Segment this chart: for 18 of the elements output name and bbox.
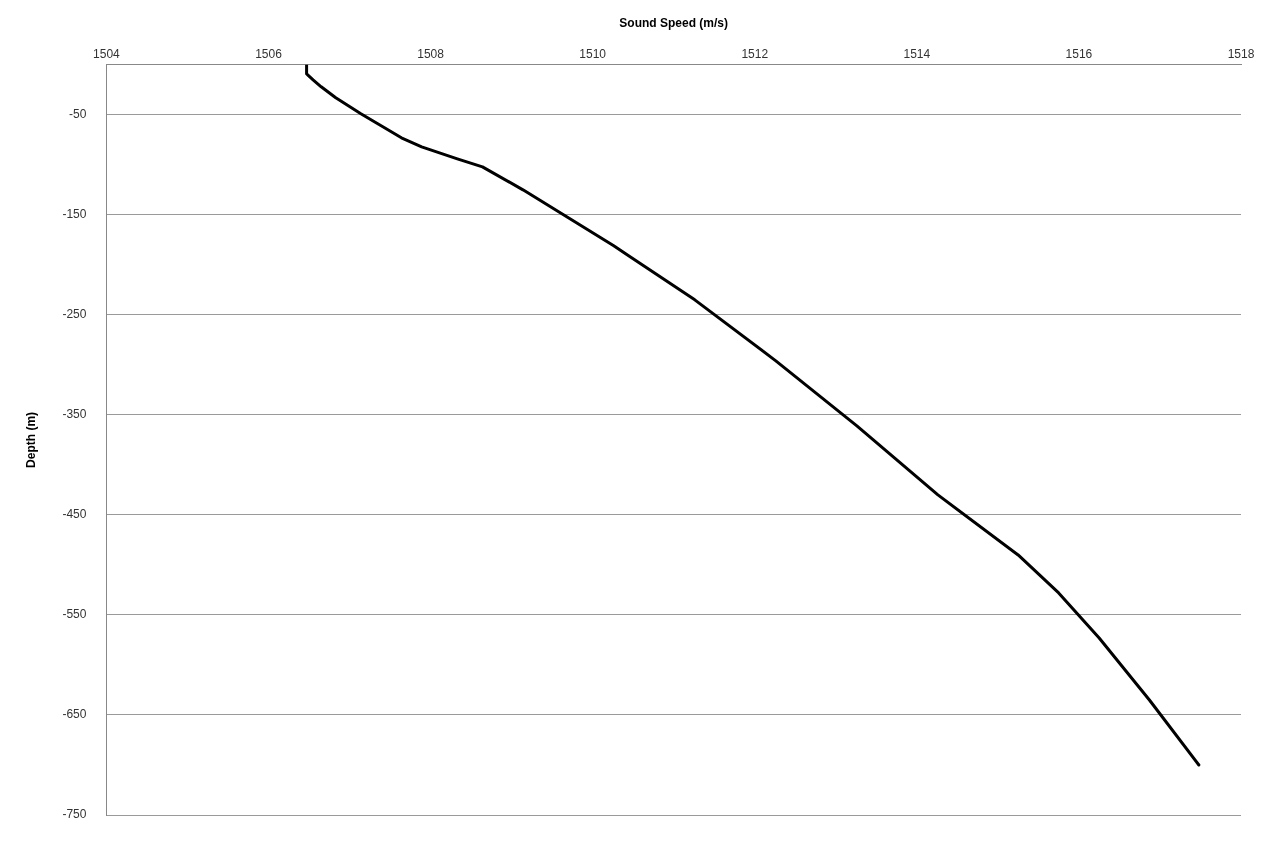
x-axis-title: Sound Speed (m/s) [619,15,729,30]
x-tick-label: 1516 [1065,46,1093,61]
y-axis-title: Depth (m) [23,411,38,468]
x-tick-label: 1512 [741,46,769,61]
x-tick-label: 1510 [579,46,607,61]
y-tick-label: -150 [62,207,87,222]
x-tick-label: 1508 [417,46,445,61]
y-tick-label: -350 [62,407,87,422]
y-tick-label: -50 [69,107,87,122]
y-tick-label: -650 [62,707,87,722]
y-tick-label: -450 [62,507,87,522]
x-tick-label: 1506 [255,46,283,61]
x-tick-label: 1518 [1227,46,1255,61]
y-tick-label: -750 [62,807,87,822]
x-tick-label: 1504 [93,46,121,61]
y-tick-label: -550 [62,607,87,622]
y-tick-label: -250 [62,307,87,322]
x-tick-label: 1514 [903,46,931,61]
